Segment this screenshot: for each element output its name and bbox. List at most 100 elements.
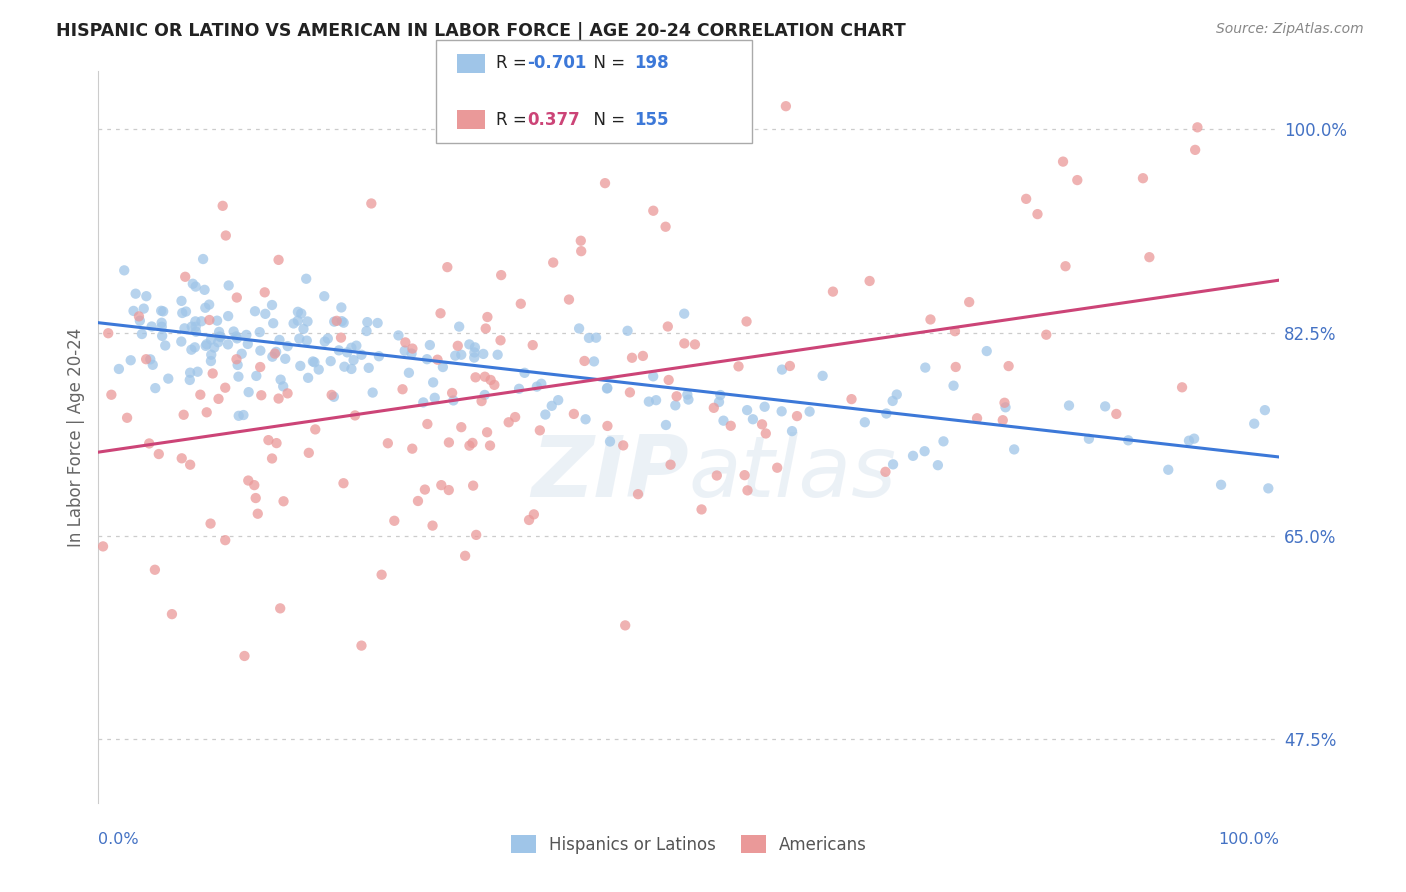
Point [143, 563, 166, 577]
Point [447, 339, 470, 353]
Point [1052, 154, 1074, 169]
Legend: Hispanics or Latinos, Americans: Hispanics or Latinos, Americans [505, 829, 873, 860]
Point [775, 99, 797, 113]
Point [122, 304, 145, 318]
Point [463, 478, 485, 492]
Point [574, 412, 596, 426]
Point [1137, 250, 1160, 264]
Point [297, 314, 319, 328]
Point [454, 549, 477, 563]
Point [596, 381, 619, 395]
Point [97, 326, 120, 341]
Point [173, 408, 195, 422]
Point [290, 306, 312, 320]
Point [734, 468, 756, 483]
Point [523, 508, 546, 522]
Point [461, 436, 484, 450]
Point [526, 379, 548, 393]
Point [991, 413, 1014, 427]
Point [1187, 120, 1209, 135]
Point [205, 313, 228, 327]
Point [180, 319, 202, 334]
Point [517, 513, 540, 527]
Point [882, 393, 904, 408]
Point [993, 396, 1015, 410]
Point [277, 386, 299, 401]
Point [1254, 403, 1277, 417]
Point [426, 352, 449, 367]
Point [266, 436, 288, 450]
Point [357, 360, 380, 375]
Point [250, 388, 273, 402]
Point [612, 438, 634, 452]
Point [637, 394, 659, 409]
Point [547, 393, 569, 408]
Point [271, 379, 294, 393]
Point [472, 347, 495, 361]
Point [243, 304, 266, 318]
Point [398, 366, 420, 380]
Point [243, 478, 266, 492]
Point [1035, 327, 1057, 342]
Point [727, 359, 749, 374]
Point [325, 314, 347, 328]
Point [269, 601, 291, 615]
Point [332, 316, 354, 330]
Point [406, 494, 429, 508]
Point [108, 362, 131, 376]
Point [245, 491, 267, 505]
Point [585, 331, 607, 345]
Point [432, 359, 454, 374]
Point [474, 369, 496, 384]
Point [568, 321, 591, 335]
Point [654, 219, 676, 234]
Point [631, 349, 654, 363]
Point [214, 381, 236, 395]
Text: R =: R = [496, 111, 537, 128]
Point [260, 298, 283, 312]
Point [150, 319, 173, 334]
Point [179, 366, 201, 380]
Point [377, 436, 399, 450]
Point [683, 337, 706, 351]
Point [277, 339, 299, 353]
Point [596, 382, 619, 396]
Point [394, 343, 416, 358]
Point [91, 540, 114, 554]
Point [479, 439, 502, 453]
Point [1077, 432, 1099, 446]
Point [412, 395, 434, 409]
Point [416, 352, 439, 367]
Point [350, 639, 373, 653]
Point [569, 244, 592, 259]
Point [522, 338, 544, 352]
Point [509, 297, 531, 311]
Point [437, 435, 460, 450]
Point [596, 419, 619, 434]
Point [184, 279, 207, 293]
Point [148, 447, 170, 461]
Point [231, 347, 253, 361]
Point [160, 607, 183, 622]
Point [391, 382, 413, 396]
Point [152, 304, 174, 318]
Point [1094, 400, 1116, 414]
Point [356, 315, 378, 329]
Point [370, 567, 392, 582]
Point [1209, 477, 1232, 491]
Point [1182, 432, 1205, 446]
Point [562, 407, 585, 421]
Point [676, 387, 699, 401]
Point [741, 412, 763, 426]
Point [486, 348, 509, 362]
Point [942, 378, 965, 392]
Point [614, 618, 637, 632]
Point [308, 362, 330, 376]
Point [770, 362, 793, 376]
Point [150, 303, 173, 318]
Point [344, 339, 367, 353]
Point [314, 334, 336, 349]
Point [779, 359, 801, 373]
Point [273, 494, 295, 508]
Point [143, 381, 166, 395]
